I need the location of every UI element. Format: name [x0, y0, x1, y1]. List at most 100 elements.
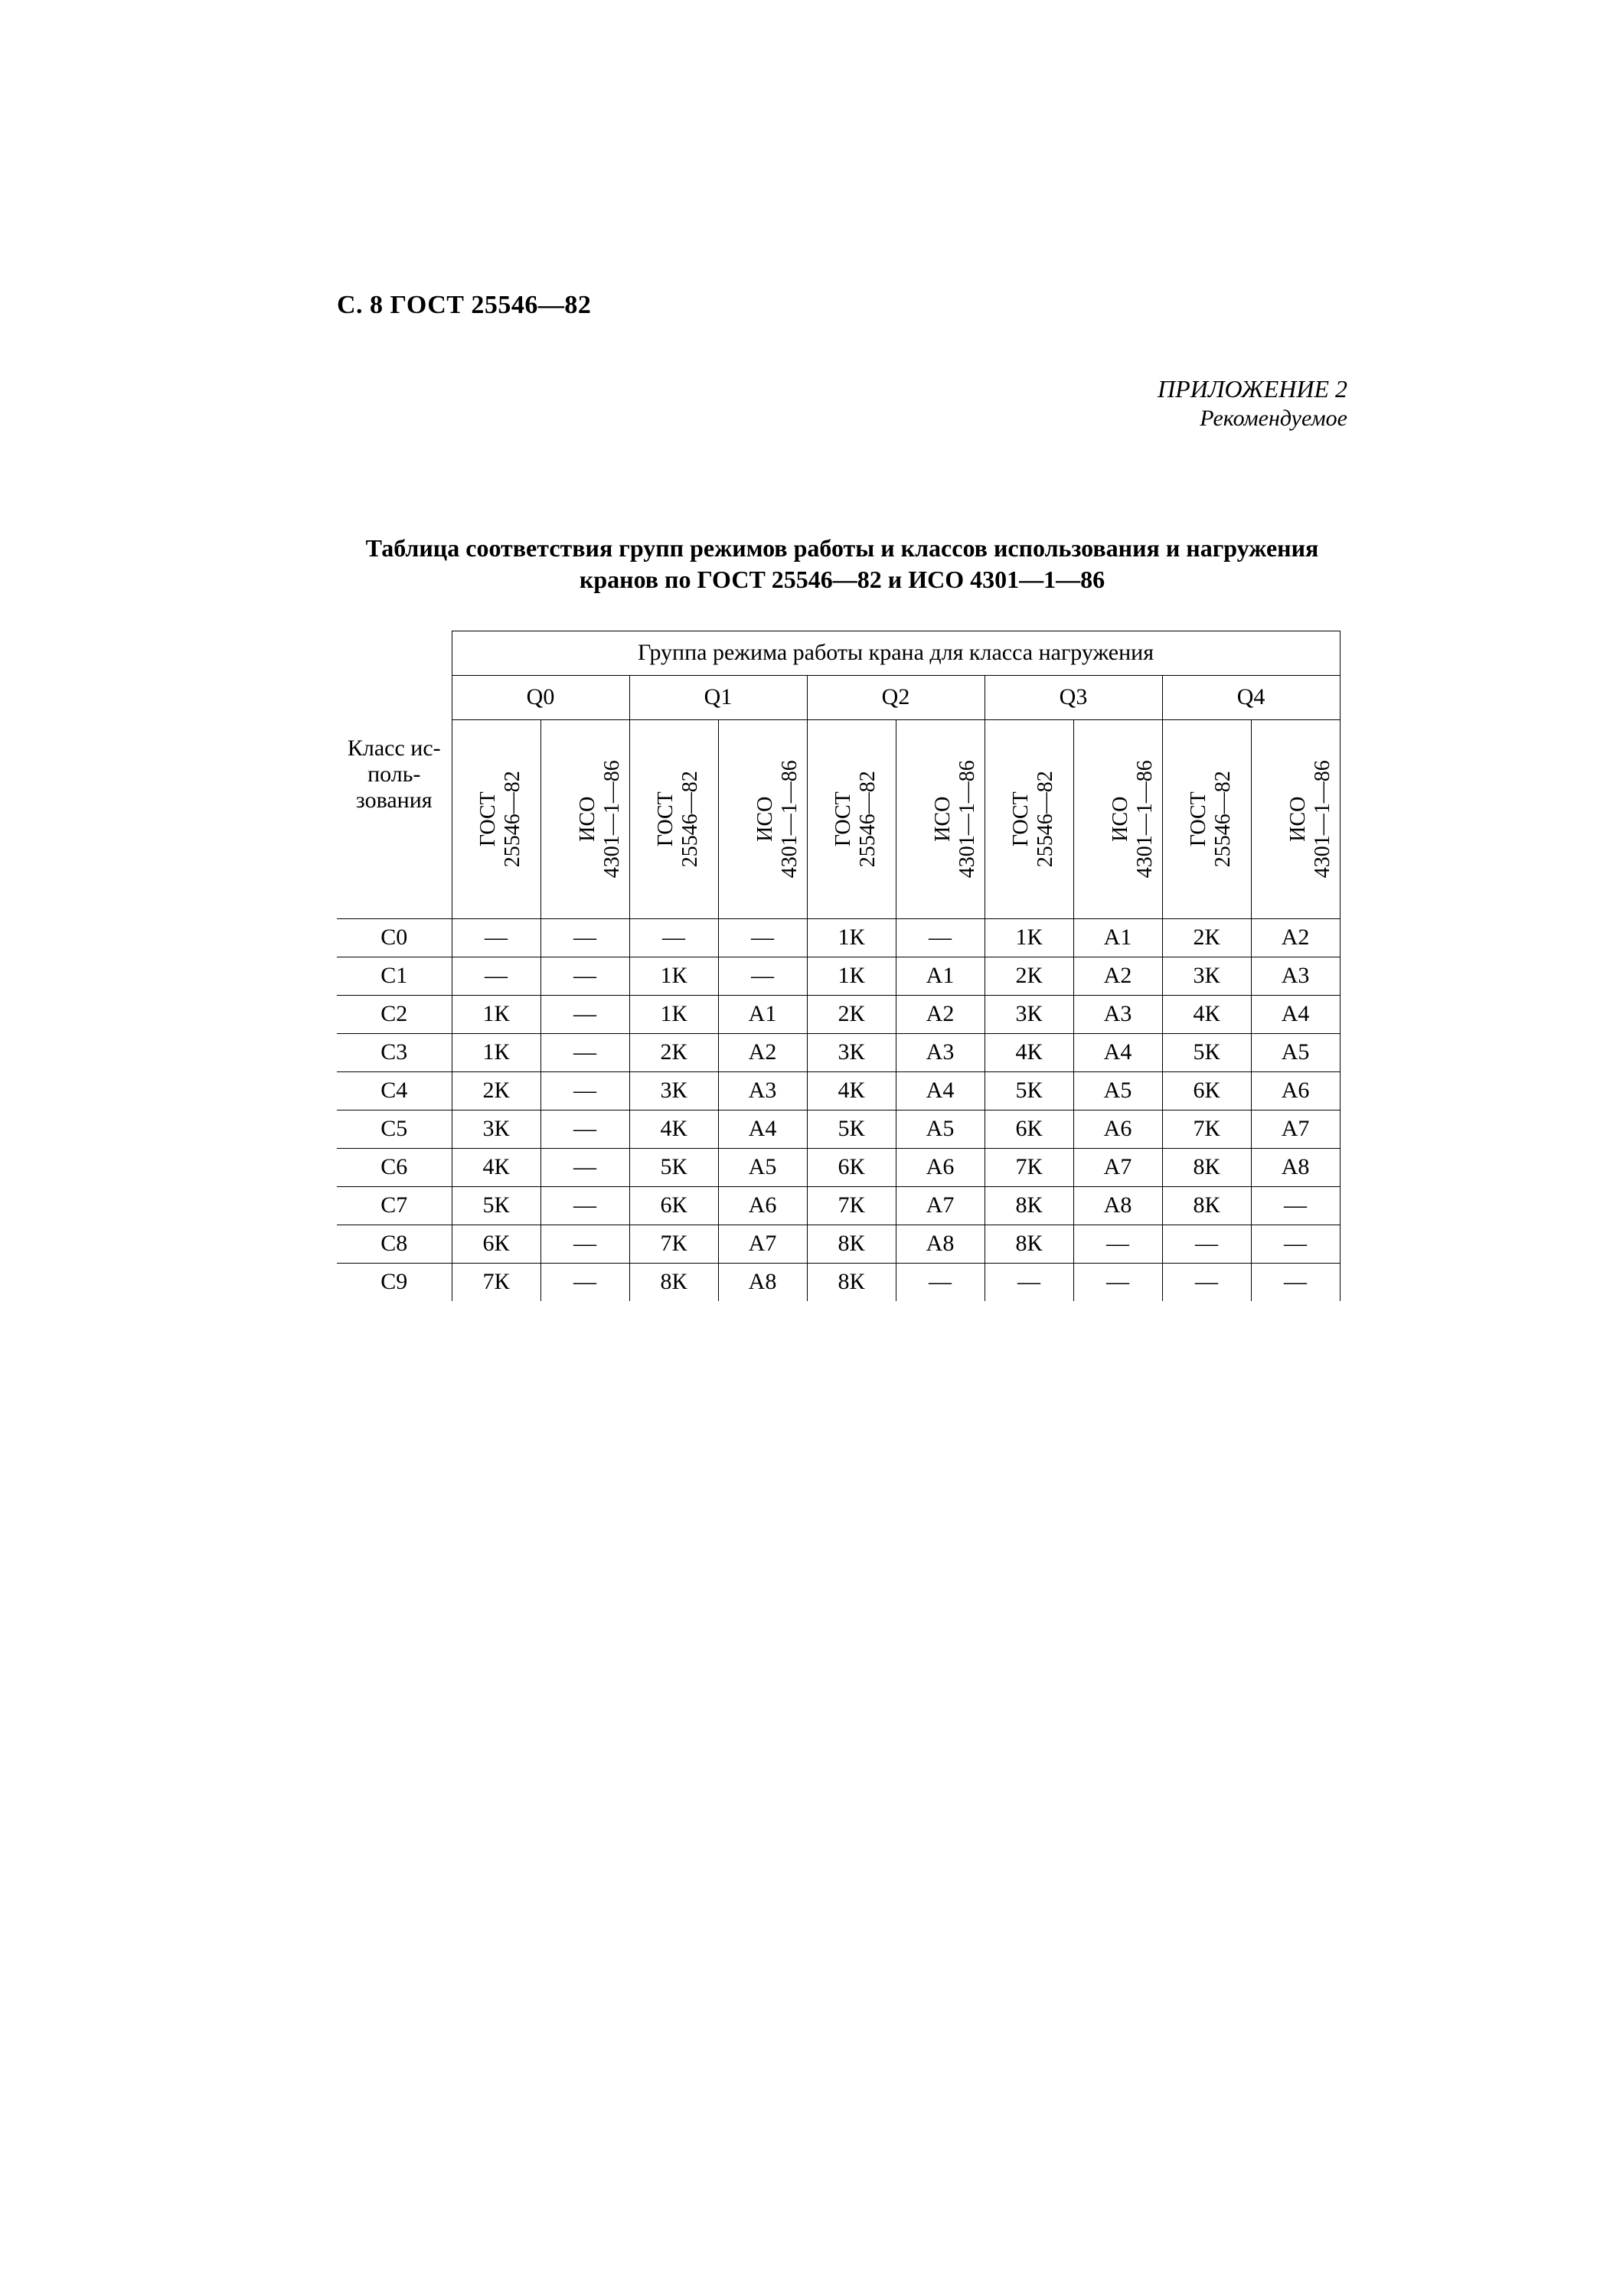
data-cell: A6: [1073, 1110, 1162, 1148]
data-cell: A1: [896, 957, 985, 995]
data-cell: A4: [1073, 1033, 1162, 1071]
data-cell: —: [1251, 1186, 1340, 1225]
appendix-title: ПРИЛОЖЕНИЕ 2: [337, 373, 1347, 404]
table-row: C0————1К—1КA12КA2: [337, 918, 1340, 957]
data-cell: 3К: [452, 1110, 540, 1148]
q-group-2: Q2: [807, 675, 985, 719]
subcol-q0-gost: ГОСТ25546—82: [452, 719, 540, 918]
data-cell: A8: [1251, 1148, 1340, 1186]
q-group-4: Q4: [1162, 675, 1340, 719]
data-cell: —: [1073, 1263, 1162, 1301]
data-cell: 4К: [985, 1033, 1073, 1071]
class-cell: C8: [337, 1225, 452, 1263]
data-cell: 6К: [985, 1110, 1073, 1148]
data-cell: A5: [896, 1110, 985, 1148]
data-cell: 8К: [1162, 1148, 1251, 1186]
appendix-block: ПРИЛОЖЕНИЕ 2 Рекомендуемое: [337, 373, 1347, 433]
table-row: C21К—1КA12КA23КA34КA4: [337, 995, 1340, 1033]
appendix-subtitle: Рекомендуемое: [337, 404, 1347, 433]
data-cell: —: [452, 957, 540, 995]
data-cell: 3К: [807, 1033, 896, 1071]
table-row: C42К—3КA34КA45КA56КA6: [337, 1071, 1340, 1110]
data-cell: 4К: [452, 1148, 540, 1186]
data-cell: 7К: [1162, 1110, 1251, 1148]
class-cell: C3: [337, 1033, 452, 1071]
data-cell: 5К: [452, 1186, 540, 1225]
data-cell: A3: [1073, 995, 1162, 1033]
data-cell: 2К: [629, 1033, 718, 1071]
data-cell: —: [540, 1225, 629, 1263]
class-cell: C5: [337, 1110, 452, 1148]
data-cell: A6: [1251, 1071, 1340, 1110]
data-cell: A4: [1251, 995, 1340, 1033]
class-cell: C1: [337, 957, 452, 995]
q-group-1: Q1: [629, 675, 807, 719]
data-cell: 5К: [1162, 1033, 1251, 1071]
data-cell: —: [1162, 1225, 1251, 1263]
data-cell: —: [718, 918, 807, 957]
data-cell: —: [540, 995, 629, 1033]
data-cell: 2К: [985, 957, 1073, 995]
table-row: C53К—4КA45КA56КA67КA7: [337, 1110, 1340, 1148]
data-cell: 1К: [629, 957, 718, 995]
data-cell: 4К: [629, 1110, 718, 1148]
subcol-q4-iso: ИСО4301—1—86: [1251, 719, 1340, 918]
row-header-class: Класс ис­поль­зования: [337, 631, 452, 918]
data-cell: 1К: [452, 995, 540, 1033]
data-cell: —: [1162, 1263, 1251, 1301]
class-cell: C7: [337, 1186, 452, 1225]
data-cell: —: [985, 1263, 1073, 1301]
data-cell: 6К: [629, 1186, 718, 1225]
data-cell: —: [452, 918, 540, 957]
data-cell: 8К: [985, 1225, 1073, 1263]
table-title: Таблица соответствия групп режимов работ…: [337, 533, 1347, 596]
class-cell: C6: [337, 1148, 452, 1186]
data-cell: A7: [896, 1186, 985, 1225]
data-cell: —: [540, 1186, 629, 1225]
table-row: C1——1К—1КA12КA23КA3: [337, 957, 1340, 995]
data-cell: 8К: [1162, 1186, 1251, 1225]
class-cell: C9: [337, 1263, 452, 1301]
data-cell: 2К: [807, 995, 896, 1033]
data-cell: 4К: [807, 1071, 896, 1110]
subcol-q1-gost: ГОСТ25546—82: [629, 719, 718, 918]
data-cell: 5К: [807, 1110, 896, 1148]
data-cell: A4: [718, 1110, 807, 1148]
data-cell: —: [540, 1033, 629, 1071]
class-cell: C2: [337, 995, 452, 1033]
subcol-q1-iso: ИСО4301—1—86: [718, 719, 807, 918]
data-cell: A8: [896, 1225, 985, 1263]
data-cell: A1: [1073, 918, 1162, 957]
data-cell: 8К: [629, 1263, 718, 1301]
data-cell: A5: [1251, 1033, 1340, 1071]
data-cell: 6К: [1162, 1071, 1251, 1110]
data-cell: 8К: [807, 1263, 896, 1301]
data-cell: A8: [1073, 1186, 1162, 1225]
data-cell: A8: [718, 1263, 807, 1301]
data-cell: 3К: [629, 1071, 718, 1110]
subcol-q2-iso: ИСО4301—1—86: [896, 719, 985, 918]
data-cell: 8К: [807, 1225, 896, 1263]
data-cell: —: [896, 918, 985, 957]
data-cell: A7: [718, 1225, 807, 1263]
table-row: C64К—5КA56КA67КA78КA8: [337, 1148, 1340, 1186]
data-cell: A5: [1073, 1071, 1162, 1110]
data-cell: 7К: [985, 1148, 1073, 1186]
data-cell: 1К: [807, 957, 896, 995]
class-cell: C0: [337, 918, 452, 957]
data-cell: —: [896, 1263, 985, 1301]
table-row: C86К—7КA78КA88К———: [337, 1225, 1340, 1263]
correspondence-table: Класс ис­поль­зования Группа режима рабо…: [337, 631, 1341, 1302]
data-cell: 7К: [452, 1263, 540, 1301]
data-cell: 5К: [985, 1071, 1073, 1110]
data-cell: 3К: [985, 995, 1073, 1033]
data-cell: —: [540, 957, 629, 995]
data-cell: A2: [896, 995, 985, 1033]
data-cell: —: [540, 1263, 629, 1301]
data-cell: A5: [718, 1148, 807, 1186]
data-cell: —: [1073, 1225, 1162, 1263]
data-cell: —: [1251, 1225, 1340, 1263]
data-cell: 3К: [1162, 957, 1251, 995]
row-header-label: Класс ис­поль­зования: [348, 735, 441, 813]
data-cell: —: [540, 1110, 629, 1148]
